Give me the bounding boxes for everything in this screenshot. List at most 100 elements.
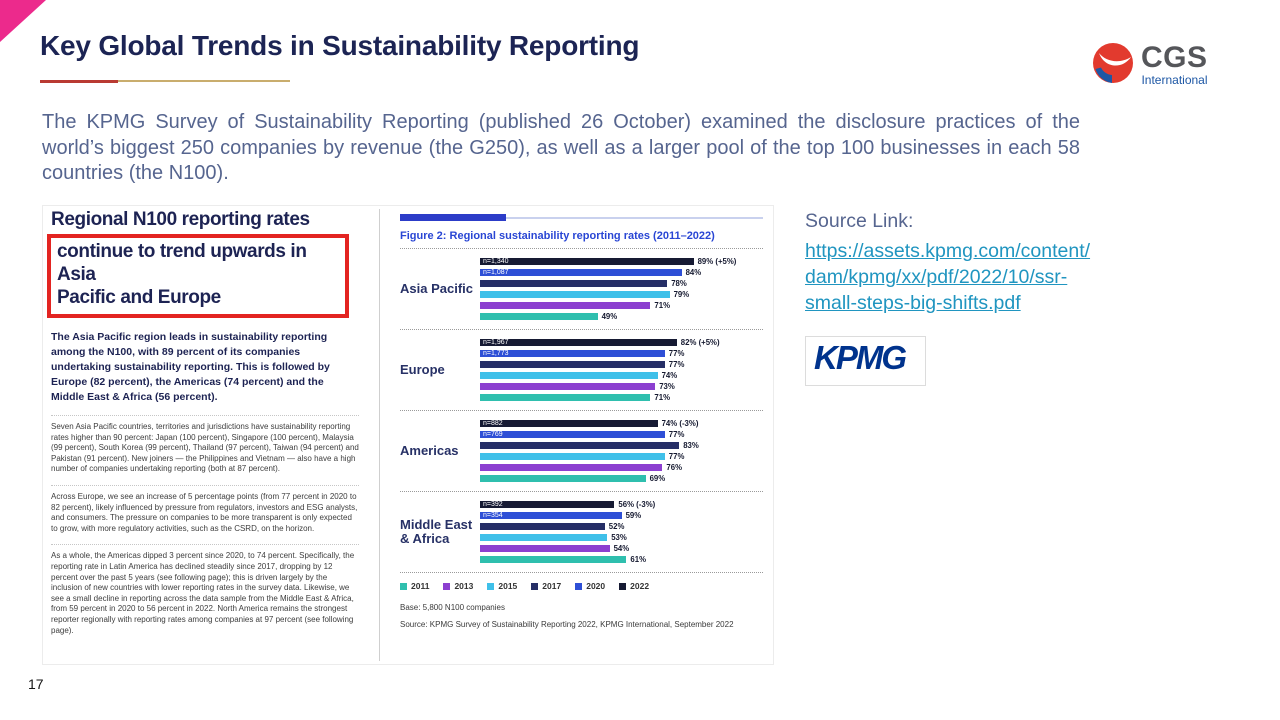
bar-row: 79%	[480, 289, 763, 300]
bar-value-label: 53%	[611, 533, 627, 542]
bar-2015	[480, 534, 608, 541]
bar-value-label: 79%	[673, 290, 690, 299]
bar-row: 73%	[480, 381, 763, 392]
bar-2022: n=1,967	[480, 339, 677, 346]
bar-value-label: 59%	[625, 511, 642, 520]
bar-value-label: 77%	[668, 349, 685, 358]
bar-row: n=354 59%	[480, 510, 763, 521]
bar-value-label: 71%	[654, 393, 670, 402]
bar-value-label: 54%	[613, 544, 630, 553]
chart-group: Middle East & Africa n=392 56% (-3%) n=354 5…	[400, 492, 763, 573]
bar-2020: n=1,087	[480, 269, 682, 276]
bar-2011	[480, 313, 598, 320]
cgs-logo-text: CGS International	[1141, 41, 1208, 88]
n-label: n=1,340	[483, 258, 509, 265]
bar-row: n=769 77%	[480, 429, 763, 440]
report-paragraph-3: As a whole, the Americas dipped 3 percen…	[51, 544, 359, 636]
figure-header-strip-segment	[400, 214, 506, 221]
bar-row: 77%	[480, 359, 763, 370]
legend-swatch	[443, 582, 451, 590]
panel-divider	[379, 209, 380, 661]
bar-2017	[480, 442, 680, 449]
bar-2011	[480, 475, 646, 482]
bar-2020: n=769	[480, 431, 665, 438]
report-heading-line3: Pacific and Europe	[57, 287, 221, 308]
report-paragraph-1: Seven Asia Pacific countries, territorie…	[51, 415, 359, 475]
bar-value-label: 69%	[649, 474, 666, 483]
n-label: n=392	[483, 501, 503, 508]
bar-2020: n=1,773	[480, 350, 665, 357]
report-text-panel: Regional N100 reporting rates continue t…	[43, 206, 379, 664]
legend-year-label: 2015	[498, 581, 518, 591]
legend-item: 2013	[443, 581, 473, 591]
legend-year-label: 2022	[630, 581, 650, 591]
source-link-line-2[interactable]: dam/kpmg/xx/pdf/2022/10/ssr-	[805, 266, 1068, 288]
cgs-logo-icon	[1092, 42, 1134, 89]
chart-legend: 2011 2013 2015 2017 2020 2022	[400, 581, 763, 591]
bar-row: 49%	[480, 311, 763, 322]
legend-swatch	[619, 582, 627, 590]
red-highlight-box: continue to trend upwards in Asia Pacifi…	[47, 234, 349, 318]
figure-header-strip	[400, 214, 763, 221]
bar-row: 78%	[480, 278, 763, 289]
intro-paragraph: The KPMG Survey of Sustainability Report…	[42, 111, 1080, 184]
source-link[interactable]: https://assets.kpmg.com/content/ dam/kpm…	[805, 238, 1091, 316]
legend-swatch	[575, 582, 583, 590]
figure-header-strip-line	[506, 217, 763, 219]
kpmg-logo: KPMG	[805, 336, 926, 386]
bar-2011	[480, 556, 627, 563]
region-label: Americas	[400, 443, 459, 458]
figure-title: Figure 2: Regional sustainability report…	[400, 230, 715, 242]
bar-value-label: 77%	[668, 430, 685, 439]
source-block: Source Link: https://assets.kpmg.com/con…	[805, 210, 1091, 386]
bar-2013	[480, 302, 651, 309]
bar-2011	[480, 394, 651, 401]
legend-year-label: 2017	[542, 581, 562, 591]
region-label: Asia Pacific	[400, 281, 473, 296]
cgs-logo-name: CGS	[1141, 41, 1208, 74]
bar-row: 69%	[480, 473, 763, 484]
region-label: Middle East & Africa	[400, 517, 473, 546]
chart-source-note: Source: KPMG Survey of Sustainability Re…	[400, 620, 734, 629]
bar-row: n=1,340 89% (+5%)	[480, 256, 763, 267]
bar-row: n=1,967 82% (+5%)	[480, 337, 763, 348]
legend-swatch	[487, 582, 495, 590]
n-label: n=1,967	[483, 339, 509, 346]
bar-rows: n=1,967 82% (+5%) n=1,773 77% 77% 74% 73% 71%	[480, 337, 763, 403]
bar-row: 71%	[480, 392, 763, 403]
bar-value-label: 49%	[601, 312, 618, 321]
cgs-logo: CGS International	[1092, 42, 1208, 89]
legend-year-label: 2011	[411, 581, 430, 591]
legend-item: 2017	[531, 581, 561, 591]
bar-row: 53%	[480, 532, 763, 543]
bar-value-label: 82% (+5%)	[680, 338, 720, 347]
source-link-line-1[interactable]: https://assets.kpmg.com/content/	[805, 240, 1091, 262]
bar-value-label: 84%	[685, 268, 702, 277]
legend-year-label: 2020	[586, 581, 606, 591]
bar-2013	[480, 545, 610, 552]
bar-row: 76%	[480, 462, 763, 473]
n-label: n=1,773	[483, 350, 509, 357]
report-lead-paragraph: The Asia Pacific region leads in sustain…	[51, 331, 330, 403]
bar-row: 71%	[480, 300, 763, 311]
chart-base-note: Base: 5,800 N100 companies	[400, 603, 505, 612]
n-label: n=354	[483, 512, 503, 519]
bar-value-label: 83%	[683, 441, 699, 450]
bar-row: n=1,087 84%	[480, 267, 763, 278]
bar-rows: n=1,340 89% (+5%) n=1,087 84% 78% 79% 71% 49%	[480, 256, 763, 322]
title-underline-red	[40, 80, 118, 83]
kpmg-report-image: Regional N100 reporting rates continue t…	[42, 205, 774, 665]
bar-row: 74%	[480, 370, 763, 381]
bar-rows: n=392 56% (-3%) n=354 59% 52% 53% 54% 61%	[480, 499, 763, 565]
bar-2015	[480, 372, 658, 379]
chart-panel: Figure 2: Regional sustainability report…	[380, 206, 773, 664]
bar-value-label: 78%	[671, 279, 687, 288]
bar-value-label: 56% (-3%)	[618, 500, 656, 509]
source-link-line-3[interactable]: small-steps-big-shifts.pdf	[805, 292, 1021, 314]
bar-row: n=882 74% (-3%)	[480, 418, 763, 429]
bar-2015	[480, 453, 665, 460]
bar-value-label: 76%	[666, 463, 682, 472]
legend-item: 2022	[619, 581, 649, 591]
bar-row: 61%	[480, 554, 763, 565]
